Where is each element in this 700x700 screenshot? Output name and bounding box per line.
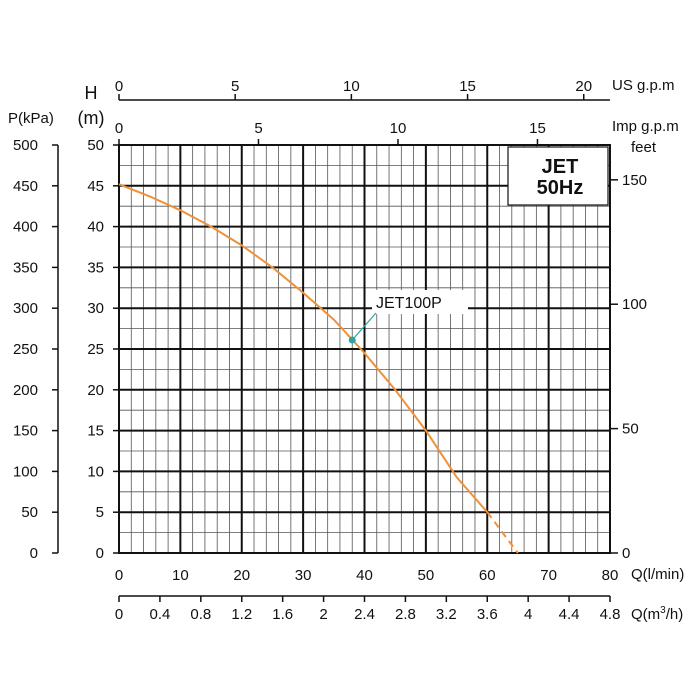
imp-gpm-tick-label: 10: [390, 120, 407, 137]
pressure-tick-label: 450: [13, 178, 38, 195]
imp-gpm-tick-label: 15: [529, 120, 546, 137]
pressure-tick-label: 200: [13, 382, 38, 399]
feet-tick-label: 0: [622, 545, 630, 562]
head-tick-label: 50: [87, 137, 104, 154]
head-tick-label: 40: [87, 219, 104, 236]
major-grid: [119, 145, 610, 553]
us-gpm-tick-label: 10: [343, 78, 360, 95]
imp-gpm-label: Imp g.p.m: [612, 118, 679, 135]
pump-curve-extension: [486, 511, 519, 554]
pressure-tick-label: 500: [13, 137, 38, 154]
title-box-frame: [507, 146, 609, 206]
flow-m3h-tick-label: 1.2: [231, 606, 252, 623]
imp-gpm-tick-label: 5: [254, 120, 262, 137]
head-tick-label: 10: [87, 463, 104, 480]
flow-m3h-label-prefix: Q(m: [631, 606, 660, 623]
us-gpm-tick-label: 0: [115, 78, 123, 95]
flow-m3h-tick-label: 0.4: [149, 606, 170, 623]
axes-layer: 0 10 20 30 40 50 60 70 800 0.4 0.8 1.2 1.6 2 2.4 2.8 3.2…: [13, 78, 647, 623]
title-box: JET 50Hz: [507, 146, 609, 206]
model-label: JET100P: [376, 295, 442, 312]
flow-lmin-label: Q(l/min): [631, 566, 684, 583]
flow-m3h-tick-label: 0: [115, 606, 123, 623]
pressure-axis-label: P(kPa): [8, 110, 54, 127]
flow-lmin-tick-label: 80: [602, 567, 619, 584]
us-gpm-tick-label: 15: [459, 78, 476, 95]
flow-m3h-label-sup: 3: [660, 605, 666, 616]
imp-gpm-tick-label: 0: [115, 120, 123, 137]
feet-tick-label: 50: [622, 421, 639, 438]
flow-m3h-tick-label: 3.2: [436, 606, 457, 623]
title-line-1: JET: [542, 156, 579, 178]
flow-lmin-tick-label: 30: [295, 567, 312, 584]
flow-lmin-tick-label: 50: [418, 567, 435, 584]
head-tick-label: 35: [87, 259, 104, 276]
flow-m3h-tick-label: 2.4: [354, 606, 375, 623]
flow-lmin-tick-label: 20: [233, 567, 250, 584]
model-label-bg: [372, 290, 468, 314]
title-line-2: 50Hz: [537, 177, 584, 199]
flow-m3h-tick-label: 4.8: [600, 606, 621, 623]
flow-m3h-tick-label: 2: [319, 606, 327, 623]
us-gpm-tick-label: 20: [575, 78, 592, 95]
pressure-tick-label: 0: [30, 545, 38, 562]
head-tick-label: 20: [87, 382, 104, 399]
flow-lmin-tick-label: 10: [172, 567, 189, 584]
feet-axis-label: feet: [631, 139, 657, 156]
head-tick-label: 45: [87, 178, 104, 195]
us-gpm-tick-label: 5: [231, 78, 239, 95]
pressure-tick-label: 150: [13, 423, 38, 440]
marked-point: [348, 336, 356, 344]
flow-m3h-tick-label: 4.4: [559, 606, 580, 623]
model-label-leader: [353, 312, 377, 339]
pump-curve-series: [118, 183, 489, 513]
pressure-tick-label: 350: [13, 259, 38, 276]
feet-tick-label: 100: [622, 296, 647, 313]
feet-tick-label: 150: [622, 172, 647, 189]
flow-m3h-tick-label: 2.8: [395, 606, 416, 623]
model-label-group: JET100P: [353, 290, 468, 339]
pressure-tick-label: 300: [13, 300, 38, 317]
head-tick-label: 25: [87, 341, 104, 358]
us-gpm-label: US g.p.m: [612, 77, 675, 94]
flow-m3h-tick-label: 0.8: [190, 606, 211, 623]
flow-lmin-tick-label: 0: [115, 567, 123, 584]
head-tick-label: 15: [87, 423, 104, 440]
flow-m3h-tick-label: 3.6: [477, 606, 498, 623]
pressure-tick-label: 400: [13, 219, 38, 236]
head-axis-label-unit: (m): [78, 108, 105, 128]
flow-lmin-tick-label: 40: [356, 567, 373, 584]
flow-m3h-tick-label: 4: [524, 606, 532, 623]
head-tick-label: 30: [87, 300, 104, 317]
head-tick-label: 5: [96, 504, 104, 521]
flow-m3h-label: Q(m3/h): [631, 605, 683, 623]
flow-m3h-label-suffix: /h): [666, 606, 684, 623]
head-axis-label-h: H: [85, 83, 98, 103]
pressure-tick-label: 50: [21, 504, 38, 521]
head-tick-label: 0: [96, 545, 104, 562]
pressure-tick-label: 100: [13, 463, 38, 480]
curve-layer: [118, 183, 519, 554]
pressure-tick-label: 250: [13, 341, 38, 358]
flow-lmin-tick-label: 60: [479, 567, 496, 584]
flow-m3h-tick-label: 1.6: [272, 606, 293, 623]
flow-lmin-tick-label: 70: [540, 567, 557, 584]
